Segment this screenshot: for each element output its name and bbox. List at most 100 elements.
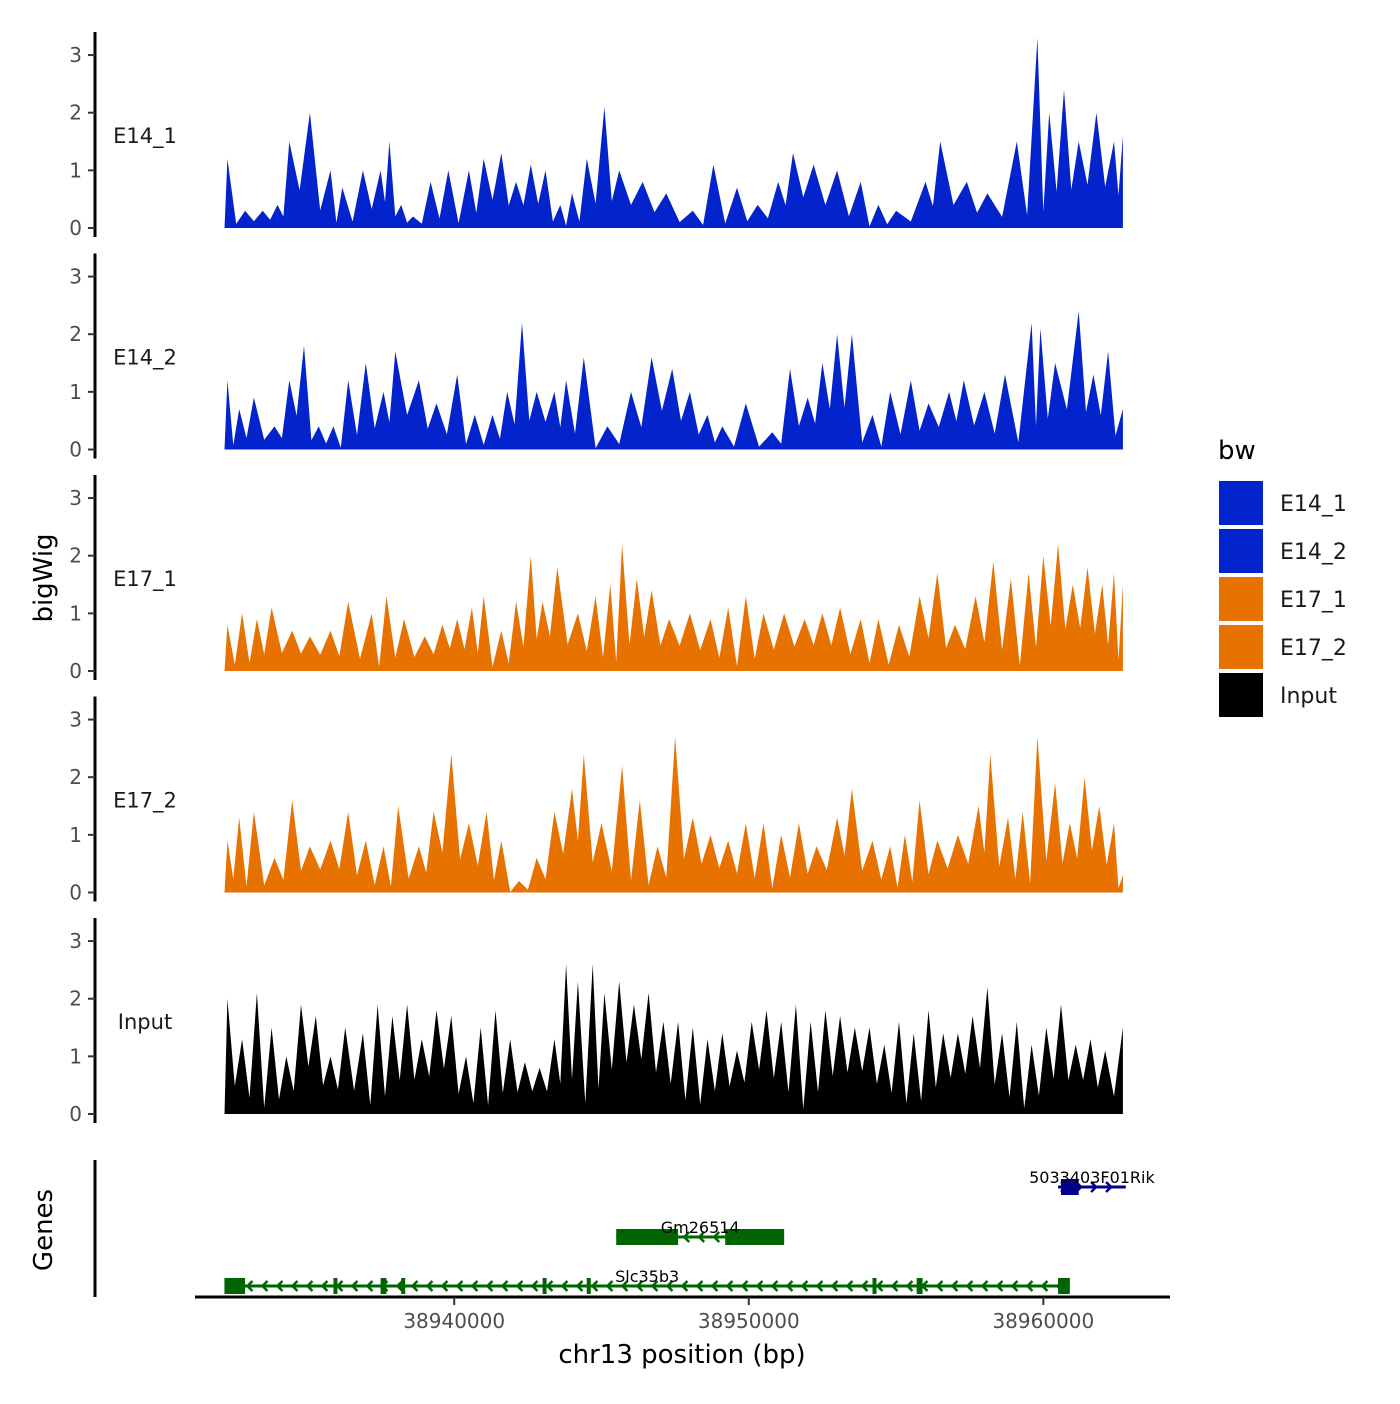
y-tick-label: 0	[69, 1102, 82, 1126]
y-tick-label: 1	[69, 380, 82, 404]
x-tick-label: 38940000	[403, 1309, 505, 1333]
signal-area-Input	[224, 964, 1123, 1114]
legend-title: bw	[1218, 436, 1256, 466]
y-tick-label: 3	[69, 265, 82, 289]
track-E17_1: 0 1 2 3 E17_1	[69, 475, 1123, 683]
strand-arrow	[905, 1280, 914, 1292]
x-tick-label: 38960000	[992, 1309, 1094, 1333]
strand-arrow	[965, 1280, 974, 1292]
y-axis-title: bigWig	[29, 533, 59, 622]
signal-area-E14_1	[224, 37, 1123, 228]
legend-key-E17_1	[1219, 577, 1263, 621]
x-tick-label: 38950000	[698, 1309, 800, 1333]
gene-exon	[872, 1278, 877, 1294]
legend-key-E14_2	[1219, 529, 1263, 573]
legend: bw E14_1 E14_2 E17_1 E17_2 Input	[1218, 436, 1347, 717]
strand-arrow	[515, 1280, 524, 1292]
strand-arrow	[545, 1280, 554, 1292]
strand-arrow	[740, 1280, 749, 1292]
strand-arrow	[575, 1280, 584, 1292]
bigwig-tracks: 0 1 2 3 E14_1 0 1 2 3 E14_2 0 1 2 3 E17_1 0 1 2 3 E17_2 0 1 2 3…	[69, 32, 1123, 1126]
strand-arrow	[682, 1231, 691, 1243]
y-tick-label: 0	[69, 216, 82, 240]
strand-arrow	[305, 1280, 314, 1292]
strand-arrow	[1040, 1280, 1049, 1292]
legend-label: E17_1	[1280, 588, 1347, 613]
gene-exon	[586, 1278, 591, 1294]
strand-arrow	[800, 1280, 809, 1292]
y-tick-label: 0	[69, 659, 82, 683]
strand-arrow	[935, 1280, 944, 1292]
gene-label: Slc35b3	[615, 1267, 679, 1286]
strand-arrow	[875, 1280, 884, 1292]
y-tick-label: 3	[69, 929, 82, 953]
strand-arrow	[470, 1280, 479, 1292]
strand-arrow	[860, 1280, 869, 1292]
gene-exon	[542, 1278, 547, 1294]
strand-arrow	[815, 1280, 824, 1292]
gene-track: 5033403F01Rik Gm26514 Slc35b3	[93, 1160, 1155, 1297]
legend-key-E17_2	[1219, 625, 1263, 669]
strand-arrow	[245, 1280, 254, 1292]
strand-arrow	[1010, 1280, 1019, 1292]
strand-arrow	[890, 1280, 899, 1292]
strand-arrow	[500, 1280, 509, 1292]
strand-arrow	[410, 1280, 419, 1292]
legend-label: E14_1	[1280, 492, 1347, 517]
strand-arrow	[335, 1280, 344, 1292]
gene-label: Gm26514	[661, 1218, 740, 1237]
strand-arrow	[770, 1280, 779, 1292]
strand-arrow	[665, 1280, 674, 1292]
strand-arrow	[320, 1280, 329, 1292]
strand-arrow	[425, 1280, 434, 1292]
strand-arrow	[710, 1280, 719, 1292]
strand-arrow	[620, 1280, 629, 1292]
y-tick-label: 2	[69, 987, 82, 1011]
gene-exon	[916, 1278, 923, 1294]
strand-arrow	[830, 1280, 839, 1292]
y-tick-label: 2	[69, 765, 82, 789]
strand-arrow	[1025, 1280, 1034, 1292]
gene-exon	[224, 1278, 246, 1294]
legend-label: E14_2	[1280, 540, 1347, 565]
track-label: E17_2	[113, 788, 177, 813]
gene-exon	[616, 1229, 679, 1245]
strand-arrow	[365, 1280, 374, 1292]
strand-arrow	[680, 1280, 689, 1292]
strand-arrow	[712, 1231, 721, 1243]
gene-exon	[401, 1278, 406, 1294]
track-E14_1: 0 1 2 3 E14_1	[69, 32, 1123, 240]
strand-arrow	[695, 1280, 704, 1292]
strand-arrow	[785, 1280, 794, 1292]
strand-arrow	[560, 1280, 569, 1292]
y-tick-label: 3	[69, 43, 82, 67]
y-tick-label: 2	[69, 101, 82, 125]
y-tick-label: 0	[69, 438, 82, 462]
strand-arrow	[650, 1280, 659, 1292]
strand-arrow	[1105, 1181, 1113, 1193]
gene-exon	[1061, 1179, 1079, 1195]
strand-arrow	[725, 1280, 734, 1292]
y-tick-label: 2	[69, 322, 82, 346]
y-tick-label: 2	[69, 544, 82, 568]
legend-label: Input	[1280, 684, 1337, 709]
genes-axis-title: Genes	[29, 1189, 59, 1271]
signal-area-E17_1	[224, 544, 1123, 671]
gene-exon	[380, 1278, 387, 1294]
strand-arrow	[440, 1280, 449, 1292]
strand-arrow	[590, 1280, 599, 1292]
y-tick-label: 1	[69, 1044, 82, 1068]
track-label: E14_2	[113, 345, 177, 370]
strand-arrow	[1090, 1181, 1098, 1193]
signal-area-E17_2	[224, 736, 1123, 893]
gene-exon	[1058, 1278, 1070, 1294]
y-tick-label: 1	[69, 601, 82, 625]
strand-arrow	[950, 1280, 959, 1292]
strand-arrow	[260, 1280, 269, 1292]
y-tick-label: 1	[69, 158, 82, 182]
strand-arrow	[275, 1280, 284, 1292]
legend-label: E17_2	[1280, 636, 1347, 661]
strand-arrow	[395, 1280, 404, 1292]
track-label: Input	[118, 1010, 172, 1034]
